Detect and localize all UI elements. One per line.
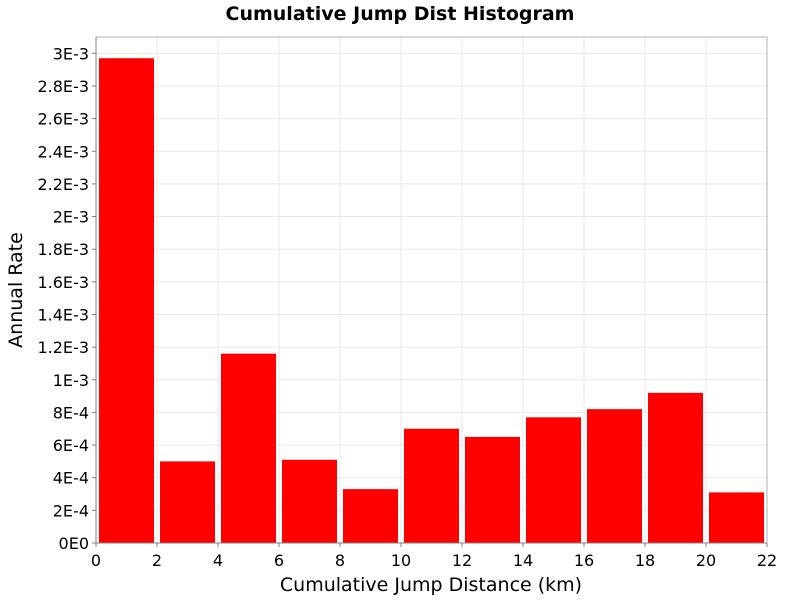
y-tick-label: 1.2E-3 — [37, 338, 89, 357]
histogram-bar-8 — [587, 409, 642, 543]
histogram-bar-4 — [343, 489, 398, 543]
y-tick-label: 8E-4 — [53, 403, 89, 422]
y-tick-label: 3E-3 — [53, 44, 89, 63]
y-tick-label: 1.6E-3 — [37, 273, 89, 292]
y-axis-label: Annual Rate — [5, 232, 27, 348]
histogram-bar-1 — [160, 461, 215, 543]
y-tick-label: 1E-3 — [53, 371, 89, 390]
histogram-bar-7 — [526, 417, 581, 543]
x-tick-label: 10 — [391, 551, 411, 570]
y-tick-label: 1.8E-3 — [37, 240, 89, 259]
y-tick-label: 4E-4 — [53, 469, 89, 488]
x-axis-ticks: 0 2 4 6 8 10 12 14 16 18 20 22 — [91, 543, 777, 570]
x-tick-label: 20 — [696, 551, 716, 570]
y-tick-label: 2.4E-3 — [37, 142, 89, 161]
histogram-bar-0 — [99, 58, 154, 543]
x-tick-label: 22 — [757, 551, 777, 570]
histogram-bar-5 — [404, 428, 459, 543]
x-tick-label: 12 — [452, 551, 472, 570]
x-tick-label: 8 — [335, 551, 345, 570]
x-tick-label: 2 — [152, 551, 162, 570]
x-tick-label: 4 — [213, 551, 223, 570]
y-tick-label: 6E-4 — [53, 436, 89, 455]
x-tick-label: 16 — [574, 551, 594, 570]
y-tick-label: 1.4E-3 — [37, 305, 89, 324]
histogram-bar-9 — [648, 392, 703, 543]
y-tick-label: 2E-3 — [53, 208, 89, 227]
histogram-bar-2 — [221, 353, 276, 543]
y-tick-label: 2.8E-3 — [37, 77, 89, 96]
x-axis-label: Cumulative Jump Distance (km) — [280, 574, 582, 596]
y-tick-label: 2E-4 — [53, 501, 89, 520]
histogram-bar-3 — [282, 459, 337, 543]
histogram-bar-10 — [709, 492, 764, 543]
x-tick-label: 14 — [513, 551, 533, 570]
y-tick-label: 2.6E-3 — [37, 110, 89, 129]
y-axis-ticks: 0E0 2E-4 4E-4 6E-4 8E-4 1E-3 1.2E-3 1.4E-3 1.6E-… — [37, 44, 96, 553]
x-tick-label: 18 — [635, 551, 655, 570]
chart-title: Cumulative Jump Dist Histogram — [226, 3, 575, 25]
y-tick-label: 2.2E-3 — [37, 175, 89, 194]
histogram-bar-6 — [465, 436, 520, 543]
x-tick-label: 6 — [274, 551, 284, 570]
bar-layer — [99, 58, 764, 543]
axis-layer — [95, 37, 767, 544]
y-tick-label: 0E0 — [59, 534, 89, 553]
x-tick-label: 0 — [91, 551, 101, 570]
